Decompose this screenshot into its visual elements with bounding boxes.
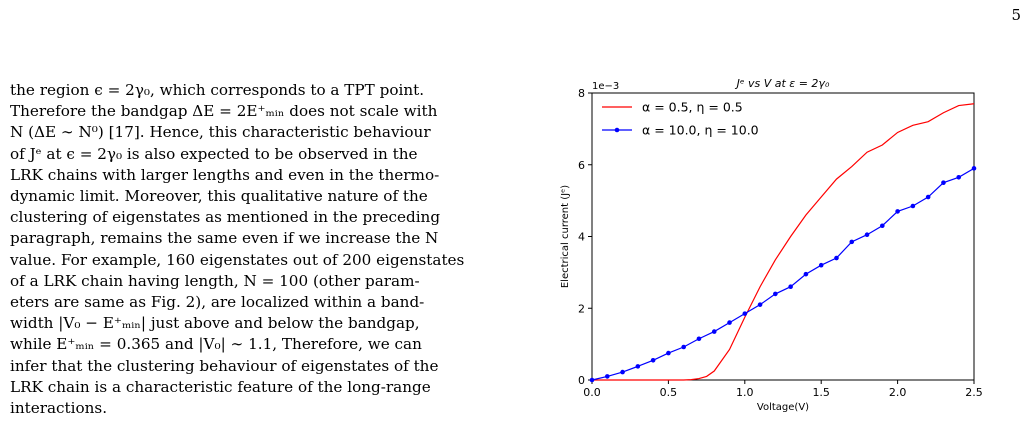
series-point bbox=[925, 194, 931, 200]
series-point bbox=[650, 357, 656, 363]
series-point bbox=[666, 350, 671, 356]
series-point bbox=[604, 374, 610, 379]
series-point bbox=[971, 166, 977, 171]
series-point bbox=[681, 344, 686, 350]
paragraph-line: LRK chains with larger lengths and even … bbox=[10, 165, 440, 184]
paragraph-line: width |V₀ − E⁺ₘᵢₙ| just above and below … bbox=[10, 314, 420, 333]
series-point bbox=[757, 302, 763, 307]
series-point bbox=[635, 364, 641, 369]
y-tick-label: 2 bbox=[578, 302, 585, 315]
paragraph-line: interactions. bbox=[10, 399, 108, 418]
y-scale-label: 1e−3 bbox=[592, 81, 619, 92]
series-point bbox=[788, 284, 793, 290]
series-point bbox=[742, 311, 748, 316]
series-point bbox=[941, 180, 946, 185]
series-line-1 bbox=[592, 103, 975, 381]
x-tick-label: 1.0 bbox=[736, 386, 754, 399]
x-tick-label: 2.5 bbox=[965, 386, 983, 399]
y-tick-label: 6 bbox=[578, 159, 585, 172]
series-point bbox=[910, 203, 916, 209]
paragraph-line: while E⁺ₘᵢₙ = 0.365 and |V₀| ∼ 1.1, Ther… bbox=[10, 335, 422, 354]
body-paragraph: the region ϵ = 2γ₀, which corresponds to… bbox=[10, 80, 535, 419]
series-point bbox=[880, 223, 885, 229]
paragraph-line: infer that the clustering behaviour of e… bbox=[10, 356, 439, 375]
y-axis-label: Electrical current (Jᵉ) bbox=[560, 185, 571, 288]
line-chart: 0.0 0.5 1.0 1.5 2.0 2.5 0 2 4 6 8 1e−3 Jᵉ vs V at ε … bbox=[560, 77, 983, 413]
paragraph-line: paragraph, remains the same even if we i… bbox=[10, 229, 439, 248]
series-point bbox=[818, 262, 824, 268]
x-tick-label: 2.0 bbox=[889, 386, 907, 399]
x-tick-label: 0.0 bbox=[583, 386, 601, 399]
chart-container: 0.0 0.5 1.0 1.5 2.0 2.5 0 2 4 6 8 1e−3 Jᵉ vs V at ε … bbox=[555, 70, 1005, 420]
series-point bbox=[727, 320, 732, 325]
series-line-2 bbox=[591, 167, 975, 381]
legend-label: α = 10.0, η = 10.0 bbox=[642, 123, 759, 138]
series-point bbox=[711, 329, 717, 334]
paragraph-line: LRK chain is a characteristic feature of… bbox=[10, 377, 431, 396]
series-point bbox=[849, 239, 855, 245]
y-tick-label: 4 bbox=[578, 231, 585, 244]
series-point bbox=[773, 291, 778, 297]
series-point bbox=[864, 232, 870, 238]
paragraph-line: the region ϵ = 2γ₀, which corresponds to… bbox=[10, 81, 425, 99]
series-point bbox=[803, 271, 809, 277]
series-point bbox=[834, 255, 839, 261]
x-tick-label: 1.5 bbox=[812, 386, 830, 399]
series-point bbox=[895, 209, 900, 214]
x-tick-label: 0.5 bbox=[660, 386, 678, 399]
chart-title: Jᵉ vs V at ε = 2γ₀ bbox=[735, 77, 830, 90]
x-axis-label: Voltage(V) bbox=[757, 402, 809, 413]
page-number: 5 bbox=[1011, 6, 1021, 24]
paragraph-line: of Jᵉ at ϵ = 2γ₀ is also expected to be … bbox=[10, 144, 418, 163]
series-point bbox=[620, 369, 625, 375]
y-tick-label: 0 bbox=[578, 374, 585, 387]
series-point bbox=[589, 377, 595, 383]
y-tick-label: 8 bbox=[578, 87, 585, 100]
paragraph-line: N (ΔE ∼ N⁰) [17]. Hence, this characteri… bbox=[10, 123, 431, 142]
legend-marker bbox=[614, 127, 620, 133]
paragraph-line: clustering of eigenstates as mentioned i… bbox=[10, 208, 441, 227]
series-point bbox=[956, 175, 962, 180]
paragraph-line: value. For example, 160 eigenstates out … bbox=[10, 250, 465, 269]
legend-label: α = 0.5, η = 0.5 bbox=[642, 100, 743, 115]
paragraph-line: Therefore the bandgap ΔE = 2E⁺ₘᵢₙ does n… bbox=[10, 102, 438, 121]
paragraph-line: of a LRK chain having length, N = 100 (o… bbox=[10, 271, 420, 290]
paragraph-line: dynamic limit. Moreover, this qualitativ… bbox=[10, 187, 428, 206]
series-point bbox=[696, 336, 702, 342]
paragraph-line: eters are same as Fig. 2), are localized… bbox=[10, 293, 425, 312]
